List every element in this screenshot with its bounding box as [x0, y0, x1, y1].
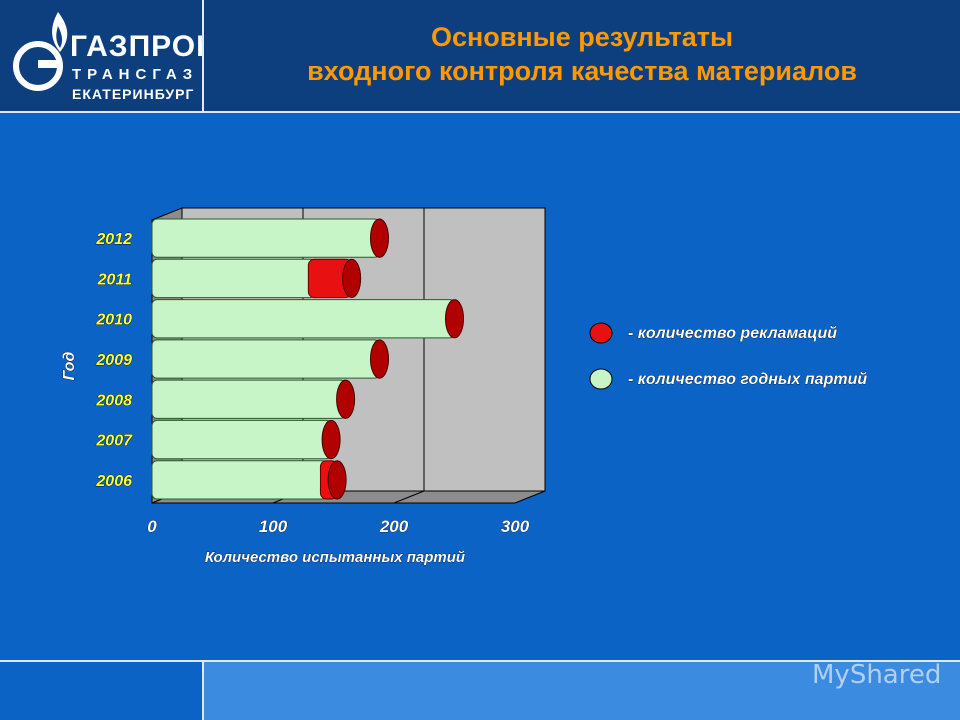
y-tick-label: 2009 — [95, 352, 132, 369]
x-axis-title: Количество испытанных партий — [205, 549, 465, 566]
x-tick-label: 0 — [147, 517, 157, 536]
title-panel — [204, 0, 960, 111]
bar-end-cap — [327, 460, 347, 500]
y-tick-label: 2012 — [95, 231, 132, 248]
bar-end-cap — [445, 299, 464, 339]
bar-group — [151, 258, 362, 299]
bar-end-cap — [321, 419, 341, 460]
bar-group — [151, 379, 356, 419]
bar-good — [151, 299, 455, 339]
bar-end-cap — [369, 218, 389, 258]
legend-marker — [589, 322, 613, 344]
y-tick-label: 2007 — [95, 433, 133, 450]
bar-end-cap — [336, 379, 356, 419]
watermark: MyShared — [812, 660, 942, 690]
footer-divider — [202, 660, 204, 720]
header-rule — [0, 111, 960, 113]
legend-label: - количество годных партий — [628, 371, 867, 388]
bar-end-cap — [369, 339, 389, 379]
bar-group — [151, 218, 389, 258]
bar-group — [151, 299, 464, 339]
gridline — [393, 490, 425, 504]
x-tick-label: 200 — [379, 517, 409, 536]
bar-good — [151, 419, 332, 460]
x-tick-label: 300 — [501, 517, 530, 536]
legend-label: - количество рекламаций — [628, 325, 837, 342]
logo-name: ГАЗПРОМ — [70, 30, 223, 63]
logo-subtitle: ТРАНСГАЗ — [72, 66, 199, 83]
footer-right — [204, 662, 960, 720]
slide-title-line1: Основные результаты — [430, 22, 734, 52]
bar-group — [151, 460, 347, 500]
y-axis-title: Год — [61, 352, 78, 381]
bar-good — [151, 218, 380, 258]
header-divider — [202, 0, 204, 113]
gazprom-flame-icon — [13, 12, 68, 91]
y-tick-label: 2010 — [95, 312, 132, 329]
y-tick-label: 2011 — [97, 271, 133, 288]
slide-title: Основные результаты входного контроля ка… — [204, 20, 960, 88]
bar-group — [151, 339, 389, 379]
bar-good — [151, 460, 328, 500]
bar-good — [151, 339, 380, 379]
bar-group — [151, 419, 341, 460]
y-tick-label: 2006 — [95, 473, 132, 490]
y-tick-label: 2008 — [95, 392, 132, 409]
company-logo: ГАЗПРОМ ТРАНСГАЗ ЕКАТЕРИНБУРГ — [0, 0, 221, 113]
bar-good — [151, 379, 347, 419]
bar-end-cap — [342, 258, 362, 299]
logo-city: ЕКАТЕРИНБУРГ — [72, 86, 195, 102]
slide-title-line2: входного контроля качества материалов — [307, 56, 857, 86]
footer-left — [0, 662, 204, 720]
footer-rule — [0, 660, 960, 662]
x-tick-label: 100 — [259, 517, 288, 536]
bar-good — [151, 258, 316, 299]
legend-marker — [589, 368, 613, 390]
